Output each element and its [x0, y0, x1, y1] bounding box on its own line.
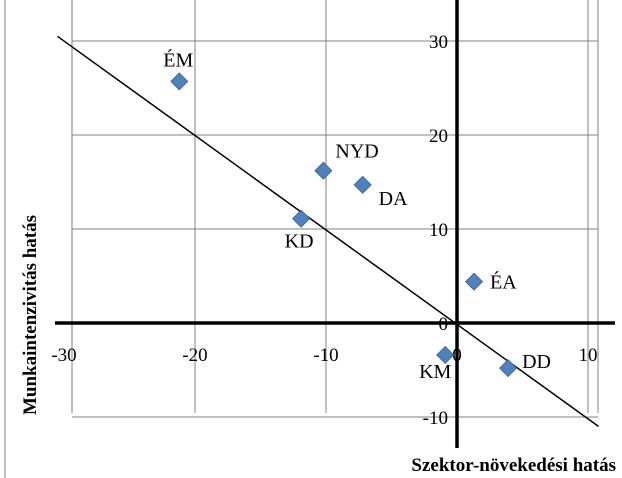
y-axis-title: Munkaintenzivitás hatás: [20, 215, 41, 415]
y-tick-label: 10: [429, 220, 448, 241]
x-tick-label: 0: [452, 345, 462, 366]
data-points: [170, 72, 518, 378]
data-point-DD: [499, 359, 518, 378]
x-tick-label: 10: [579, 345, 598, 366]
y-tick-label: -10: [423, 408, 448, 429]
point-label-ÉM: ÉM: [163, 48, 193, 71]
point-label-KM: KM: [419, 361, 451, 383]
y-tick-label: 0: [439, 314, 449, 335]
y-tick-label: 30: [429, 32, 448, 53]
y-tick-label: 20: [429, 126, 448, 147]
data-point-ÉM: [170, 72, 189, 91]
point-label-DD: DD: [522, 351, 551, 373]
x-tick-label: -20: [182, 345, 207, 366]
data-point-KM: [436, 345, 455, 365]
x-tick-labels: -30 -20 -10 0 10: [51, 345, 597, 366]
x-tick-label: -30: [51, 345, 76, 366]
x-tick-label: -10: [313, 345, 338, 366]
axes: [55, 0, 615, 448]
point-label-NYD: NYD: [335, 141, 378, 163]
point-label-DA: DA: [379, 188, 408, 210]
point-label-ÉA: ÉA: [490, 271, 517, 294]
data-point-DA: [353, 175, 372, 194]
point-label-KD: KD: [285, 231, 314, 253]
data-point-KD: [292, 209, 311, 228]
data-point-NYD: [314, 161, 333, 180]
data-point-ÉA: [464, 272, 484, 291]
y-tick-labels: -10 0 10 20 30: [423, 32, 448, 429]
x-axis-title: Szektor-növekedési hatás: [411, 455, 616, 476]
point-labels: ÉM NYD DA KD ÉA KM DD: [163, 48, 551, 383]
